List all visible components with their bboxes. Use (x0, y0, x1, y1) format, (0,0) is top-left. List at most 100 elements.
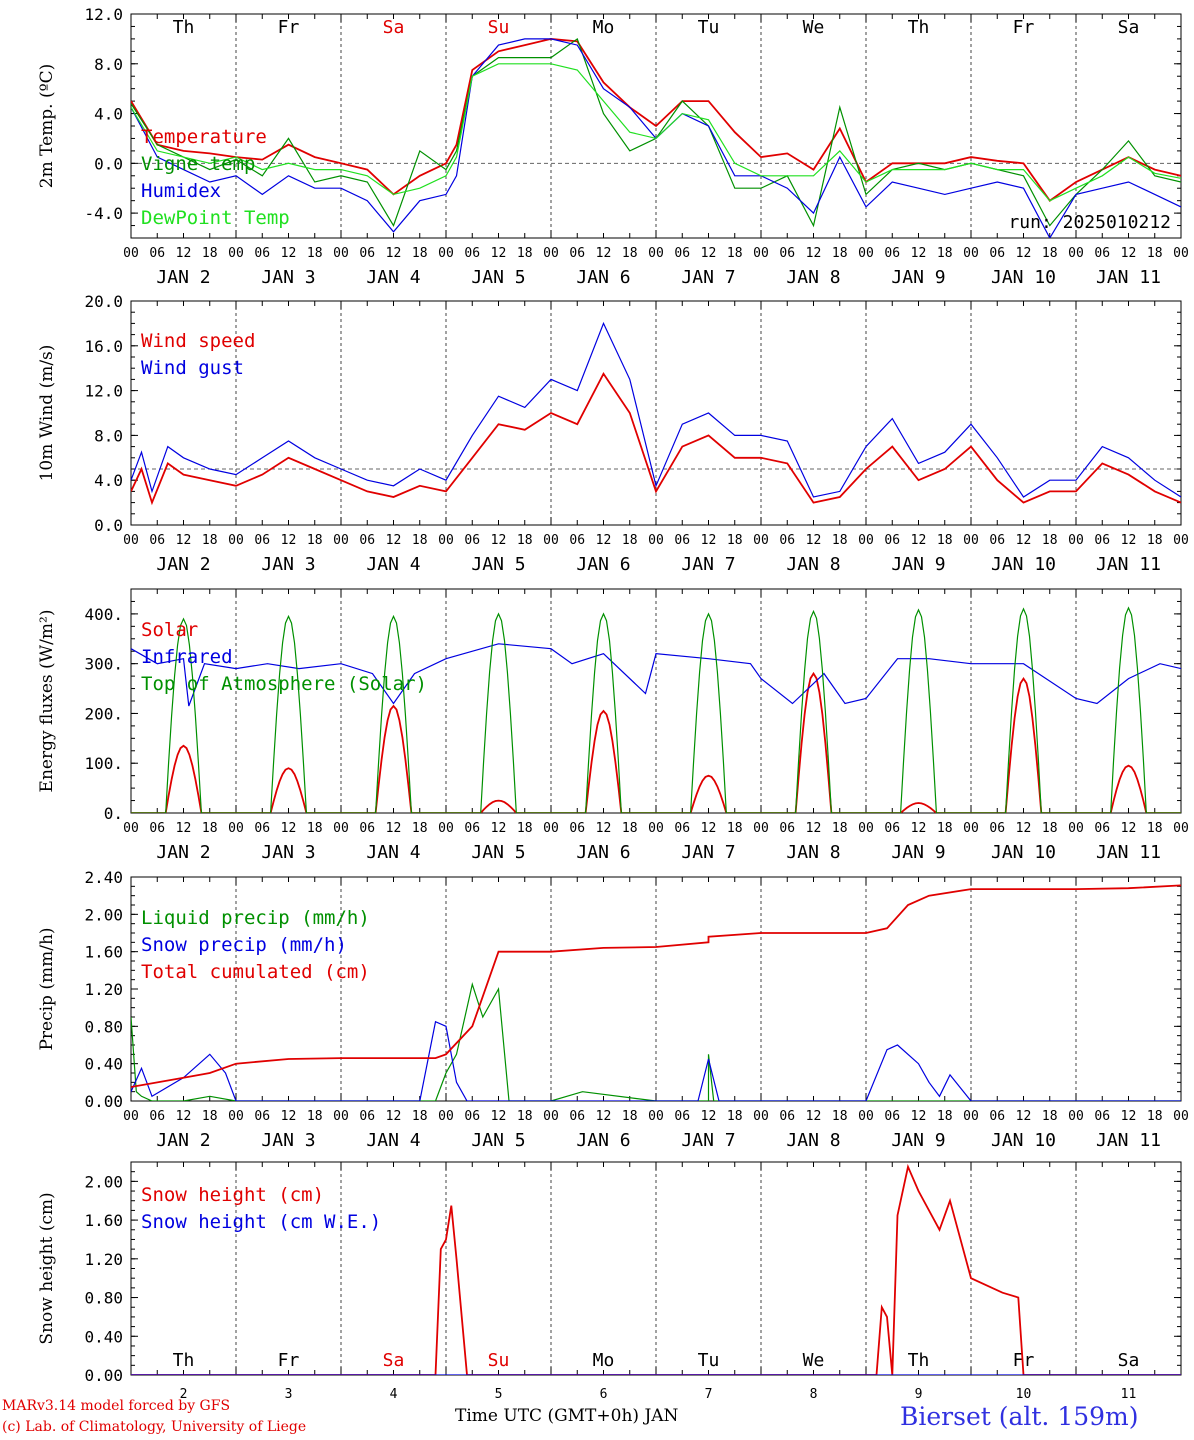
hour-tick-label: 12 (281, 533, 297, 548)
hour-tick-label: 06 (569, 1109, 585, 1124)
hour-tick-label: 18 (832, 246, 848, 261)
y-tick-label: 2.00 (84, 905, 123, 924)
hour-tick-label: 06 (779, 821, 795, 836)
date-label: JAN 9 (891, 267, 945, 288)
hour-tick-label: 00 (1173, 246, 1189, 261)
hour-tick-label: 18 (832, 1109, 848, 1124)
hour-tick-label: 18 (937, 246, 953, 261)
hour-tick-label: 12 (701, 1109, 717, 1124)
date-label: JAN 8 (786, 554, 840, 575)
hour-tick-label: 12 (386, 533, 402, 548)
series-group (131, 321, 1181, 506)
hour-tick-label: 00 (333, 533, 349, 548)
panel-4: 2.40 2.00 1.60 1.20 0.80 0.40 0.00 Precip (mm/h… (37, 868, 1189, 1151)
date-label: JAN 6 (576, 267, 630, 288)
panel-3: 400. 300. 200. 100. 0. Energy fluxes (W/m²) 00… (37, 588, 1189, 863)
hour-tick-label: 18 (937, 1109, 953, 1124)
hour-tick-label: 12 (1016, 1109, 1032, 1124)
series-line-total-cumulated-cm- (131, 884, 1181, 1088)
legend-entry: Snow precip (mm/h) (141, 934, 347, 956)
y-axis-label: 10m Wind (m/s) (37, 345, 57, 482)
y-tick-label: 0.80 (84, 1289, 123, 1308)
hour-tick-label: 06 (569, 533, 585, 548)
hour-tick-label: 00 (1173, 533, 1189, 548)
hour-tick-label: 00 (1173, 1109, 1189, 1124)
hour-tick-label: 18 (202, 821, 218, 836)
hour-tick-label: 18 (622, 246, 638, 261)
hour-tick-label: 18 (1042, 821, 1058, 836)
hour-tick-label: 18 (1042, 1109, 1058, 1124)
hour-tick-label: 06 (359, 1109, 375, 1124)
hour-tick-label: 06 (989, 533, 1005, 548)
weekday-label: Tu (698, 17, 720, 38)
hour-tick-label: 18 (1147, 533, 1163, 548)
date-label: JAN 8 (786, 842, 840, 863)
y-tick-label: 8.0 (94, 55, 123, 74)
legend-entry: Total cumulated (cm) (141, 961, 370, 983)
date-label: JAN 7 (681, 554, 735, 575)
hour-tick-label: 18 (202, 246, 218, 261)
hour-tick-label: 18 (517, 821, 533, 836)
hour-tick-label: 12 (491, 246, 507, 261)
hour-tick-label: 06 (464, 246, 480, 261)
hour-tick-label: 12 (176, 1109, 192, 1124)
hour-tick-label: 12 (176, 821, 192, 836)
hour-tick-label: 06 (884, 246, 900, 261)
hour-tick-label: 06 (359, 246, 375, 261)
hour-tick-label: 06 (779, 1109, 795, 1124)
day-number-label: 6 (600, 1387, 608, 1402)
hour-tick-label: 06 (1094, 1109, 1110, 1124)
date-label: JAN 11 (1096, 1130, 1161, 1151)
hour-tick-label: 12 (386, 246, 402, 261)
date-label: JAN 10 (991, 842, 1056, 863)
weekday-label: Su (488, 17, 510, 38)
date-label: JAN 5 (471, 554, 525, 575)
date-label: JAN 7 (681, 842, 735, 863)
run-label: run: 2025010212 (1008, 212, 1171, 233)
date-label: JAN 11 (1096, 554, 1161, 575)
weekday-label: Fr (278, 17, 300, 38)
hour-tick-label: 18 (727, 1109, 743, 1124)
hour-tick-label: 00 (228, 1109, 244, 1124)
hour-tick-label: 06 (884, 1109, 900, 1124)
weekday-label: Fr (278, 1350, 300, 1371)
series-line-vigne-temp (131, 37, 1181, 228)
date-label: JAN 5 (471, 842, 525, 863)
hour-tick-label: 18 (622, 533, 638, 548)
y-tick-label: 0.40 (84, 1055, 123, 1074)
hour-tick-label: 18 (517, 246, 533, 261)
hour-tick-label: 00 (753, 821, 769, 836)
y-tick-label: 20.0 (84, 292, 123, 311)
weekday-label: We (803, 17, 825, 38)
date-label: JAN 2 (156, 554, 210, 575)
plot-frame (130, 588, 1182, 814)
hour-tick-label: 00 (1068, 821, 1084, 836)
weekday-label: We (803, 1350, 825, 1371)
hour-tick-label: 06 (779, 533, 795, 548)
hour-tick-label: 06 (884, 821, 900, 836)
weekday-label: Fr (1013, 17, 1035, 38)
hour-tick-label: 12 (176, 246, 192, 261)
hour-tick-label: 00 (123, 246, 139, 261)
y-axis-label: Energy fluxes (W/m²) (37, 610, 57, 793)
series-line-dewpoint-temp (131, 63, 1181, 202)
hour-tick-label: 12 (1121, 1109, 1137, 1124)
hour-tick-label: 00 (858, 821, 874, 836)
hour-tick-label: 18 (1042, 533, 1058, 548)
weekday-label: Th (908, 1350, 930, 1371)
day-number-label: 9 (915, 1387, 923, 1402)
y-tick-label: 1.60 (84, 1211, 123, 1230)
hour-tick-label: 18 (412, 533, 428, 548)
hour-tick-label: 06 (1094, 821, 1110, 836)
hour-tick-label: 00 (543, 821, 559, 836)
legend-entry: Infrared (141, 646, 233, 668)
series-line-snow-height-cm- (131, 1163, 1181, 1375)
hour-tick-label: 18 (307, 821, 323, 836)
hour-tick-label: 12 (491, 821, 507, 836)
day-number-label: 11 (1121, 1387, 1137, 1402)
weekday-label: Sa (1118, 1350, 1140, 1371)
day-number-label: 10 (1016, 1387, 1032, 1402)
hour-tick-label: 18 (202, 533, 218, 548)
hour-tick-label: 18 (727, 246, 743, 261)
series-group (131, 1163, 1181, 1375)
